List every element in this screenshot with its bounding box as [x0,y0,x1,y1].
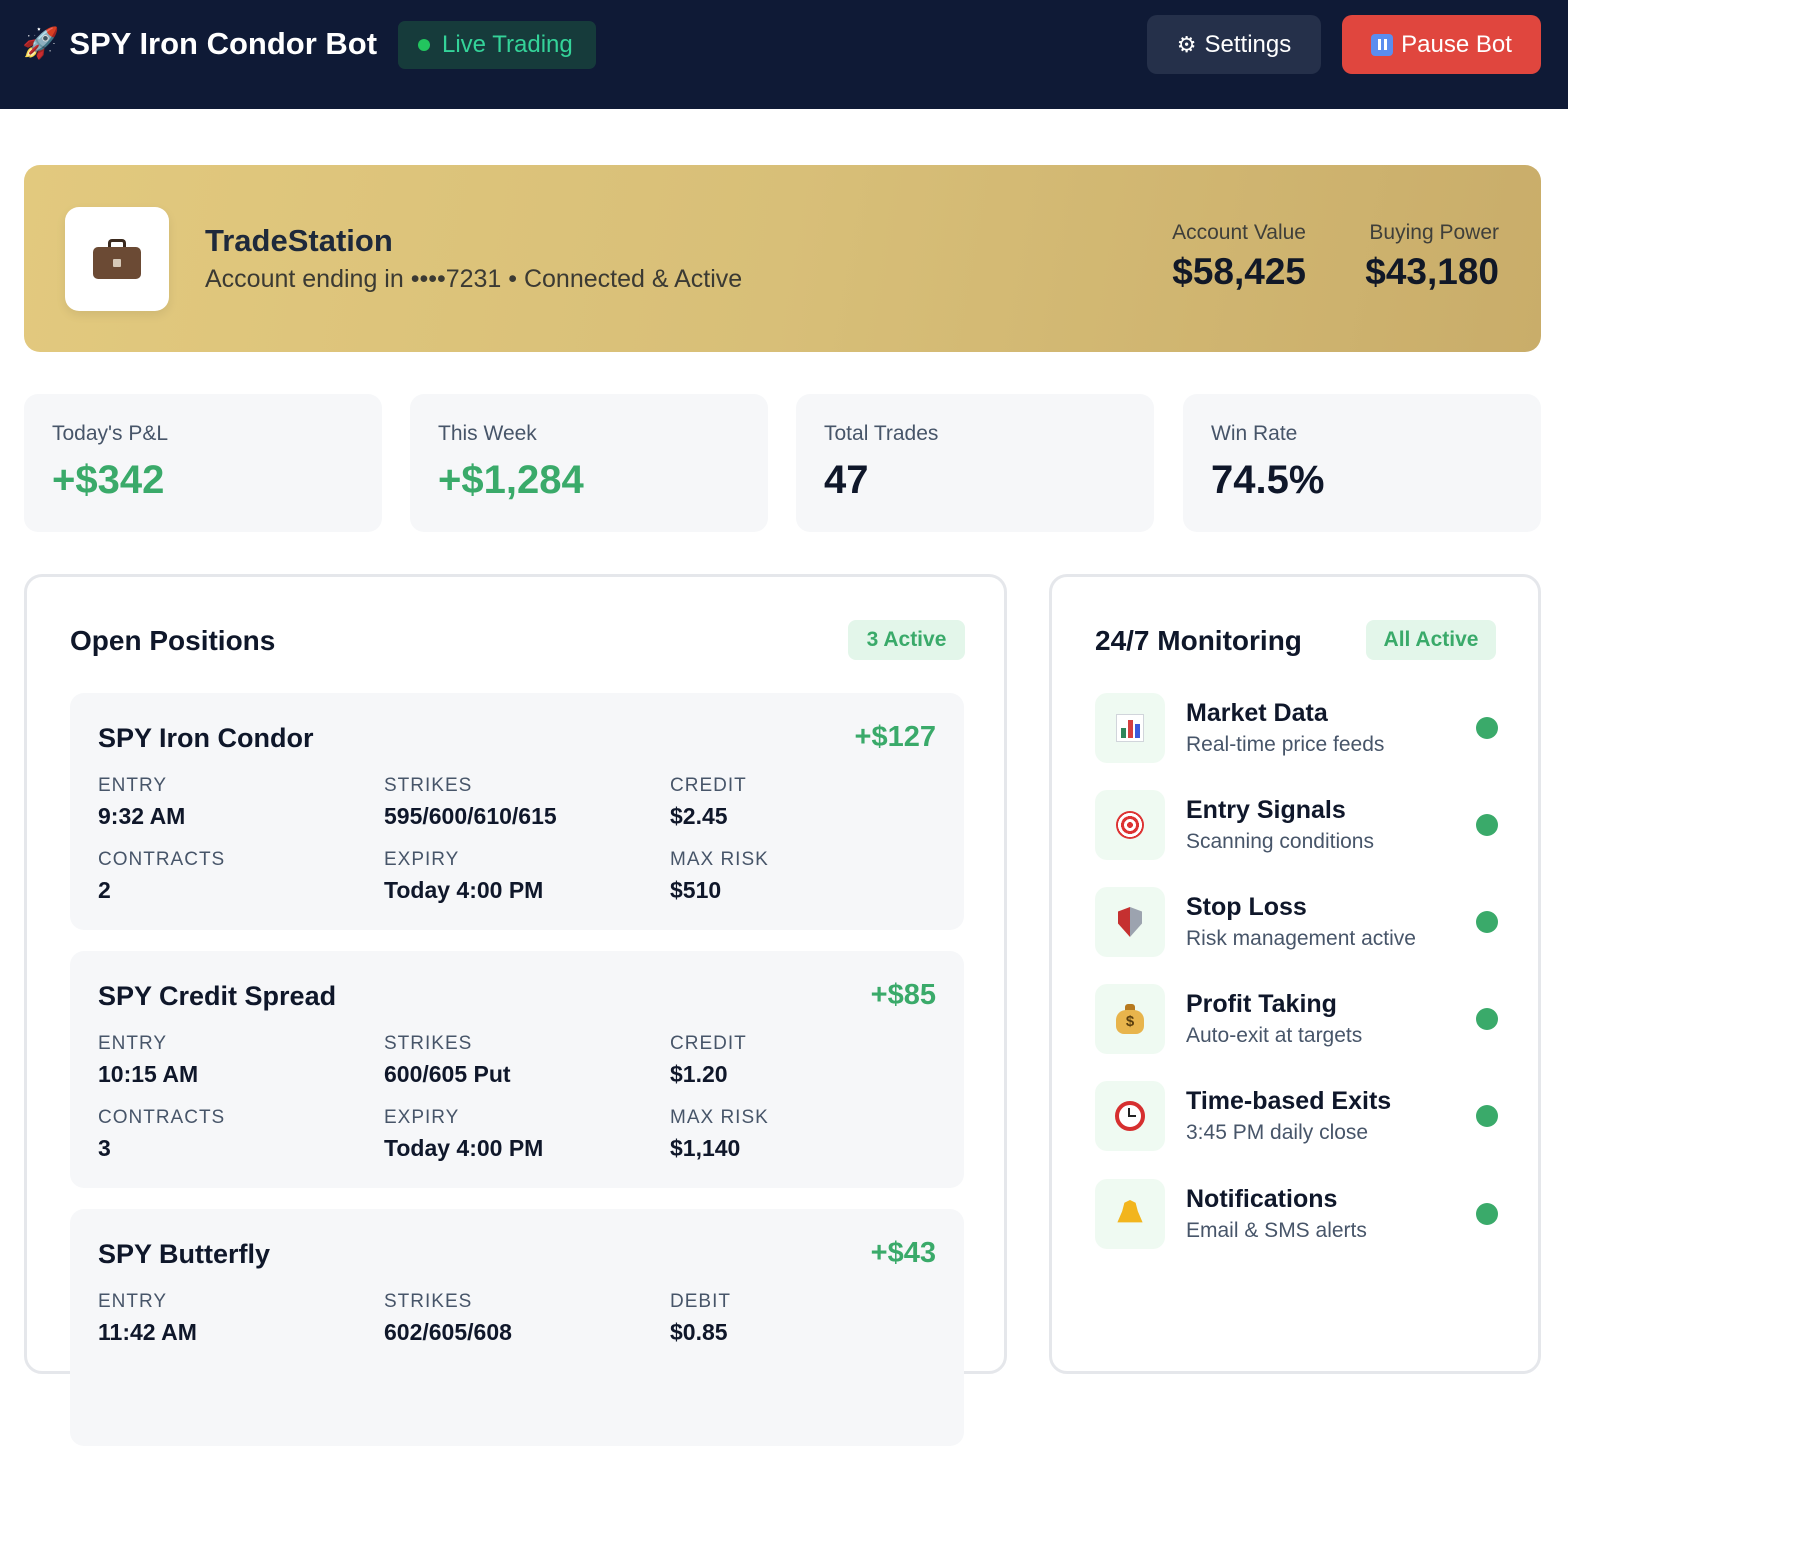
credit-field: CREDIT $1.20 [670,1033,747,1087]
monitor-item-notifications[interactable]: Notifications Email & SMS alerts [1095,1179,1500,1249]
monitor-title: Profit Taking [1186,990,1337,1018]
broker-name: TradeStation [205,223,393,258]
position-card-butterfly[interactable]: SPY Butterfly +$43 ENTRY 11:42 AM STRIKES… [70,1209,964,1446]
max-risk-field: MAX RISK $510 [670,849,769,903]
strikes-field: STRIKES 602/605/608 [384,1291,512,1345]
pause-icon [1371,33,1394,56]
account-subtitle: Account ending in ••••7231 • Connected &… [205,265,743,293]
monitor-subtitle: Real-time price feeds [1186,733,1385,756]
expiry-field: EXPIRY Today 4:00 PM [384,1107,544,1161]
open-positions-panel: Open Positions 3 Active SPY Iron Condor … [24,574,1007,1446]
account-card: TradeStation Account ending in ••••7231 … [24,165,1541,352]
monitor-item-stop-loss[interactable]: Stop Loss Risk management active [1095,887,1500,957]
stat-value: 74.5% [1211,458,1325,502]
bar-chart-icon [1095,693,1165,763]
stat-value: 47 [824,458,869,502]
expiry-field: EXPIRY Today 4:00 PM [384,849,544,903]
account-value: $58,425 [1172,251,1306,292]
monitor-subtitle: Risk management active [1186,927,1416,950]
position-name: SPY Iron Condor [98,723,314,753]
brand: 🚀 SPY Iron Condor Bot [22,26,377,62]
debit-field: DEBIT $0.85 [670,1291,731,1345]
position-card-credit-spread[interactable]: SPY Credit Spread +$85 ENTRY 10:15 AM STR… [70,951,964,1188]
strikes-field: STRIKES 600/605 Put [384,1033,511,1087]
stat-card-todays-pnl: Today's P&L +$342 [24,394,382,532]
monitor-title: Notifications [1186,1185,1338,1213]
bell-icon [1095,1179,1165,1249]
status-dot-icon [1476,1008,1498,1030]
live-trading-badge: Live Trading [398,21,596,69]
live-trading-label: Live Trading [442,31,573,58]
strikes-field: STRIKES 595/600/610/615 [384,775,557,829]
position-pnl: +$85 [870,979,936,1011]
contracts-field: CONTRACTS 2 [98,849,226,903]
active-count-badge: 3 Active [848,620,965,660]
status-dot-icon [1476,911,1498,933]
rocket-icon: 🚀 [22,27,60,60]
monitor-title: Entry Signals [1186,796,1346,824]
stat-label: This Week [438,422,537,445]
pause-bot-button[interactable]: Pause Bot [1342,15,1541,74]
account-value-label: Account Value [1172,221,1306,244]
stat-value: +$342 [52,458,165,502]
app-title: SPY Iron Condor Bot [69,26,378,61]
buying-power-stat: Buying Power $43,180 [1365,221,1499,293]
settings-button[interactable]: ⚙ Settings [1147,15,1321,74]
buying-power-value: $43,180 [1365,251,1499,292]
position-pnl: +$43 [870,1237,936,1269]
top-bar: 🚀 SPY Iron Condor Bot Live Trading ⚙ Set… [0,0,1568,109]
monitor-subtitle: 3:45 PM daily close [1186,1121,1369,1144]
position-pnl: +$127 [854,721,936,753]
status-dot-icon [1476,717,1498,739]
monitor-subtitle: Scanning conditions [1186,830,1374,853]
monitor-item-entry-signals[interactable]: Entry Signals Scanning conditions [1095,790,1500,860]
entry-field: ENTRY 11:42 AM [98,1291,197,1345]
monitor-subtitle: Auto-exit at targets [1186,1024,1363,1047]
stat-value: +$1,284 [438,458,584,502]
position-name: SPY Credit Spread [98,981,337,1011]
stat-card-win-rate: Win Rate 74.5% [1183,394,1541,532]
money-bag-icon: $ [1095,984,1165,1054]
monitoring-panel: 24/7 Monitoring All Active Market Data R… [1049,574,1541,1374]
briefcase-icon [65,207,169,311]
credit-field: CREDIT $2.45 [670,775,747,829]
all-active-badge: All Active [1366,620,1496,660]
status-dot-icon [1476,1105,1498,1127]
contracts-field: CONTRACTS 3 [98,1107,226,1161]
alarm-clock-icon [1095,1081,1165,1151]
stat-card-total-trades: Total Trades 47 [796,394,1154,532]
monitor-item-market-data[interactable]: Market Data Real-time price feeds [1095,693,1500,763]
monitor-title: Time-based Exits [1186,1087,1392,1115]
entry-field: ENTRY 10:15 AM [98,1033,199,1087]
max-risk-field: MAX RISK $1,140 [670,1107,769,1161]
shield-icon [1095,887,1165,957]
status-dot-icon [418,39,430,51]
monitor-title: Stop Loss [1186,893,1307,921]
monitor-title: Market Data [1186,699,1328,727]
gear-icon: ⚙ [1176,31,1197,57]
target-icon [1095,790,1165,860]
position-card-iron-condor[interactable]: SPY Iron Condor +$127 ENTRY 9:32 AM STRIK… [70,693,964,930]
status-dot-icon [1476,814,1498,836]
stat-label: Today's P&L [52,422,169,445]
stat-card-this-week: This Week +$1,284 [410,394,768,532]
open-positions-title: Open Positions [70,625,276,656]
status-dot-icon [1476,1203,1498,1225]
position-name: SPY Butterfly [98,1239,271,1269]
monitor-item-time-based-exits[interactable]: Time-based Exits 3:45 PM daily close [1095,1081,1500,1151]
account-value-stat: Account Value $58,425 [1172,221,1306,293]
settings-label: Settings [1204,30,1292,58]
buying-power-label: Buying Power [1369,221,1499,244]
pause-bot-label: Pause Bot [1401,30,1512,58]
monitor-subtitle: Email & SMS alerts [1186,1219,1367,1242]
stat-label: Total Trades [824,422,939,445]
entry-field: ENTRY 9:32 AM [98,775,186,829]
monitor-item-profit-taking[interactable]: $ Profit Taking Auto-exit at targets [1095,984,1500,1054]
monitoring-title: 24/7 Monitoring [1095,625,1302,656]
stat-label: Win Rate [1211,422,1298,445]
